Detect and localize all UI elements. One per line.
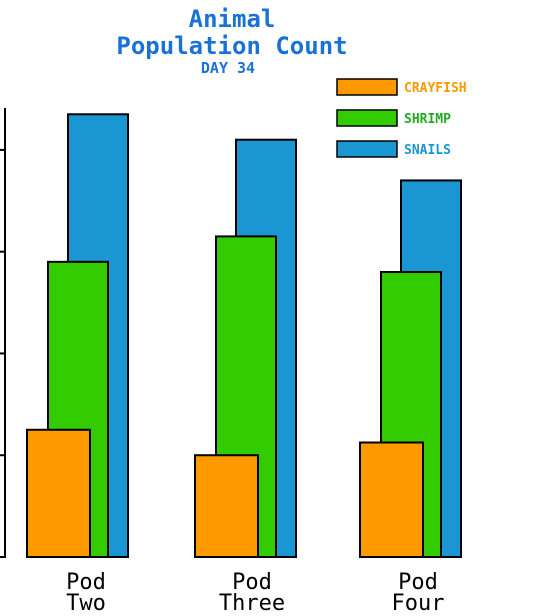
bar-crayfish-0 <box>26 428 91 558</box>
category-label-0-line2: Two <box>66 591 106 616</box>
category-label-2-line2: Four <box>392 591 445 616</box>
bars <box>26 113 462 559</box>
legend-swatch-shrimp <box>336 109 398 127</box>
category-label-0-line1: Pod <box>66 570 106 595</box>
chart-subtitle: DAY 34 <box>201 59 255 77</box>
chart-title-line1: Animal <box>189 5 276 33</box>
legend-label-shrimp: SHRIMP <box>404 112 451 127</box>
legend-swatch-crayfish <box>336 78 398 96</box>
legend-swatch-snails <box>336 140 398 158</box>
chart-title-line2: Population Count <box>116 32 347 60</box>
y-axis <box>0 108 6 558</box>
legend: CRAYFISH SHRIMP SNAILS <box>336 78 467 158</box>
category-label-2-line1: Pod <box>398 570 438 595</box>
category-label-1-line1: Pod <box>232 570 272 595</box>
legend-label-crayfish: CRAYFISH <box>404 81 467 96</box>
bar-crayfish-2 <box>359 441 424 558</box>
category-label-1-line2: Three <box>219 591 285 616</box>
bar-crayfish-1 <box>194 454 259 559</box>
legend-label-snails: SNAILS <box>404 143 451 158</box>
